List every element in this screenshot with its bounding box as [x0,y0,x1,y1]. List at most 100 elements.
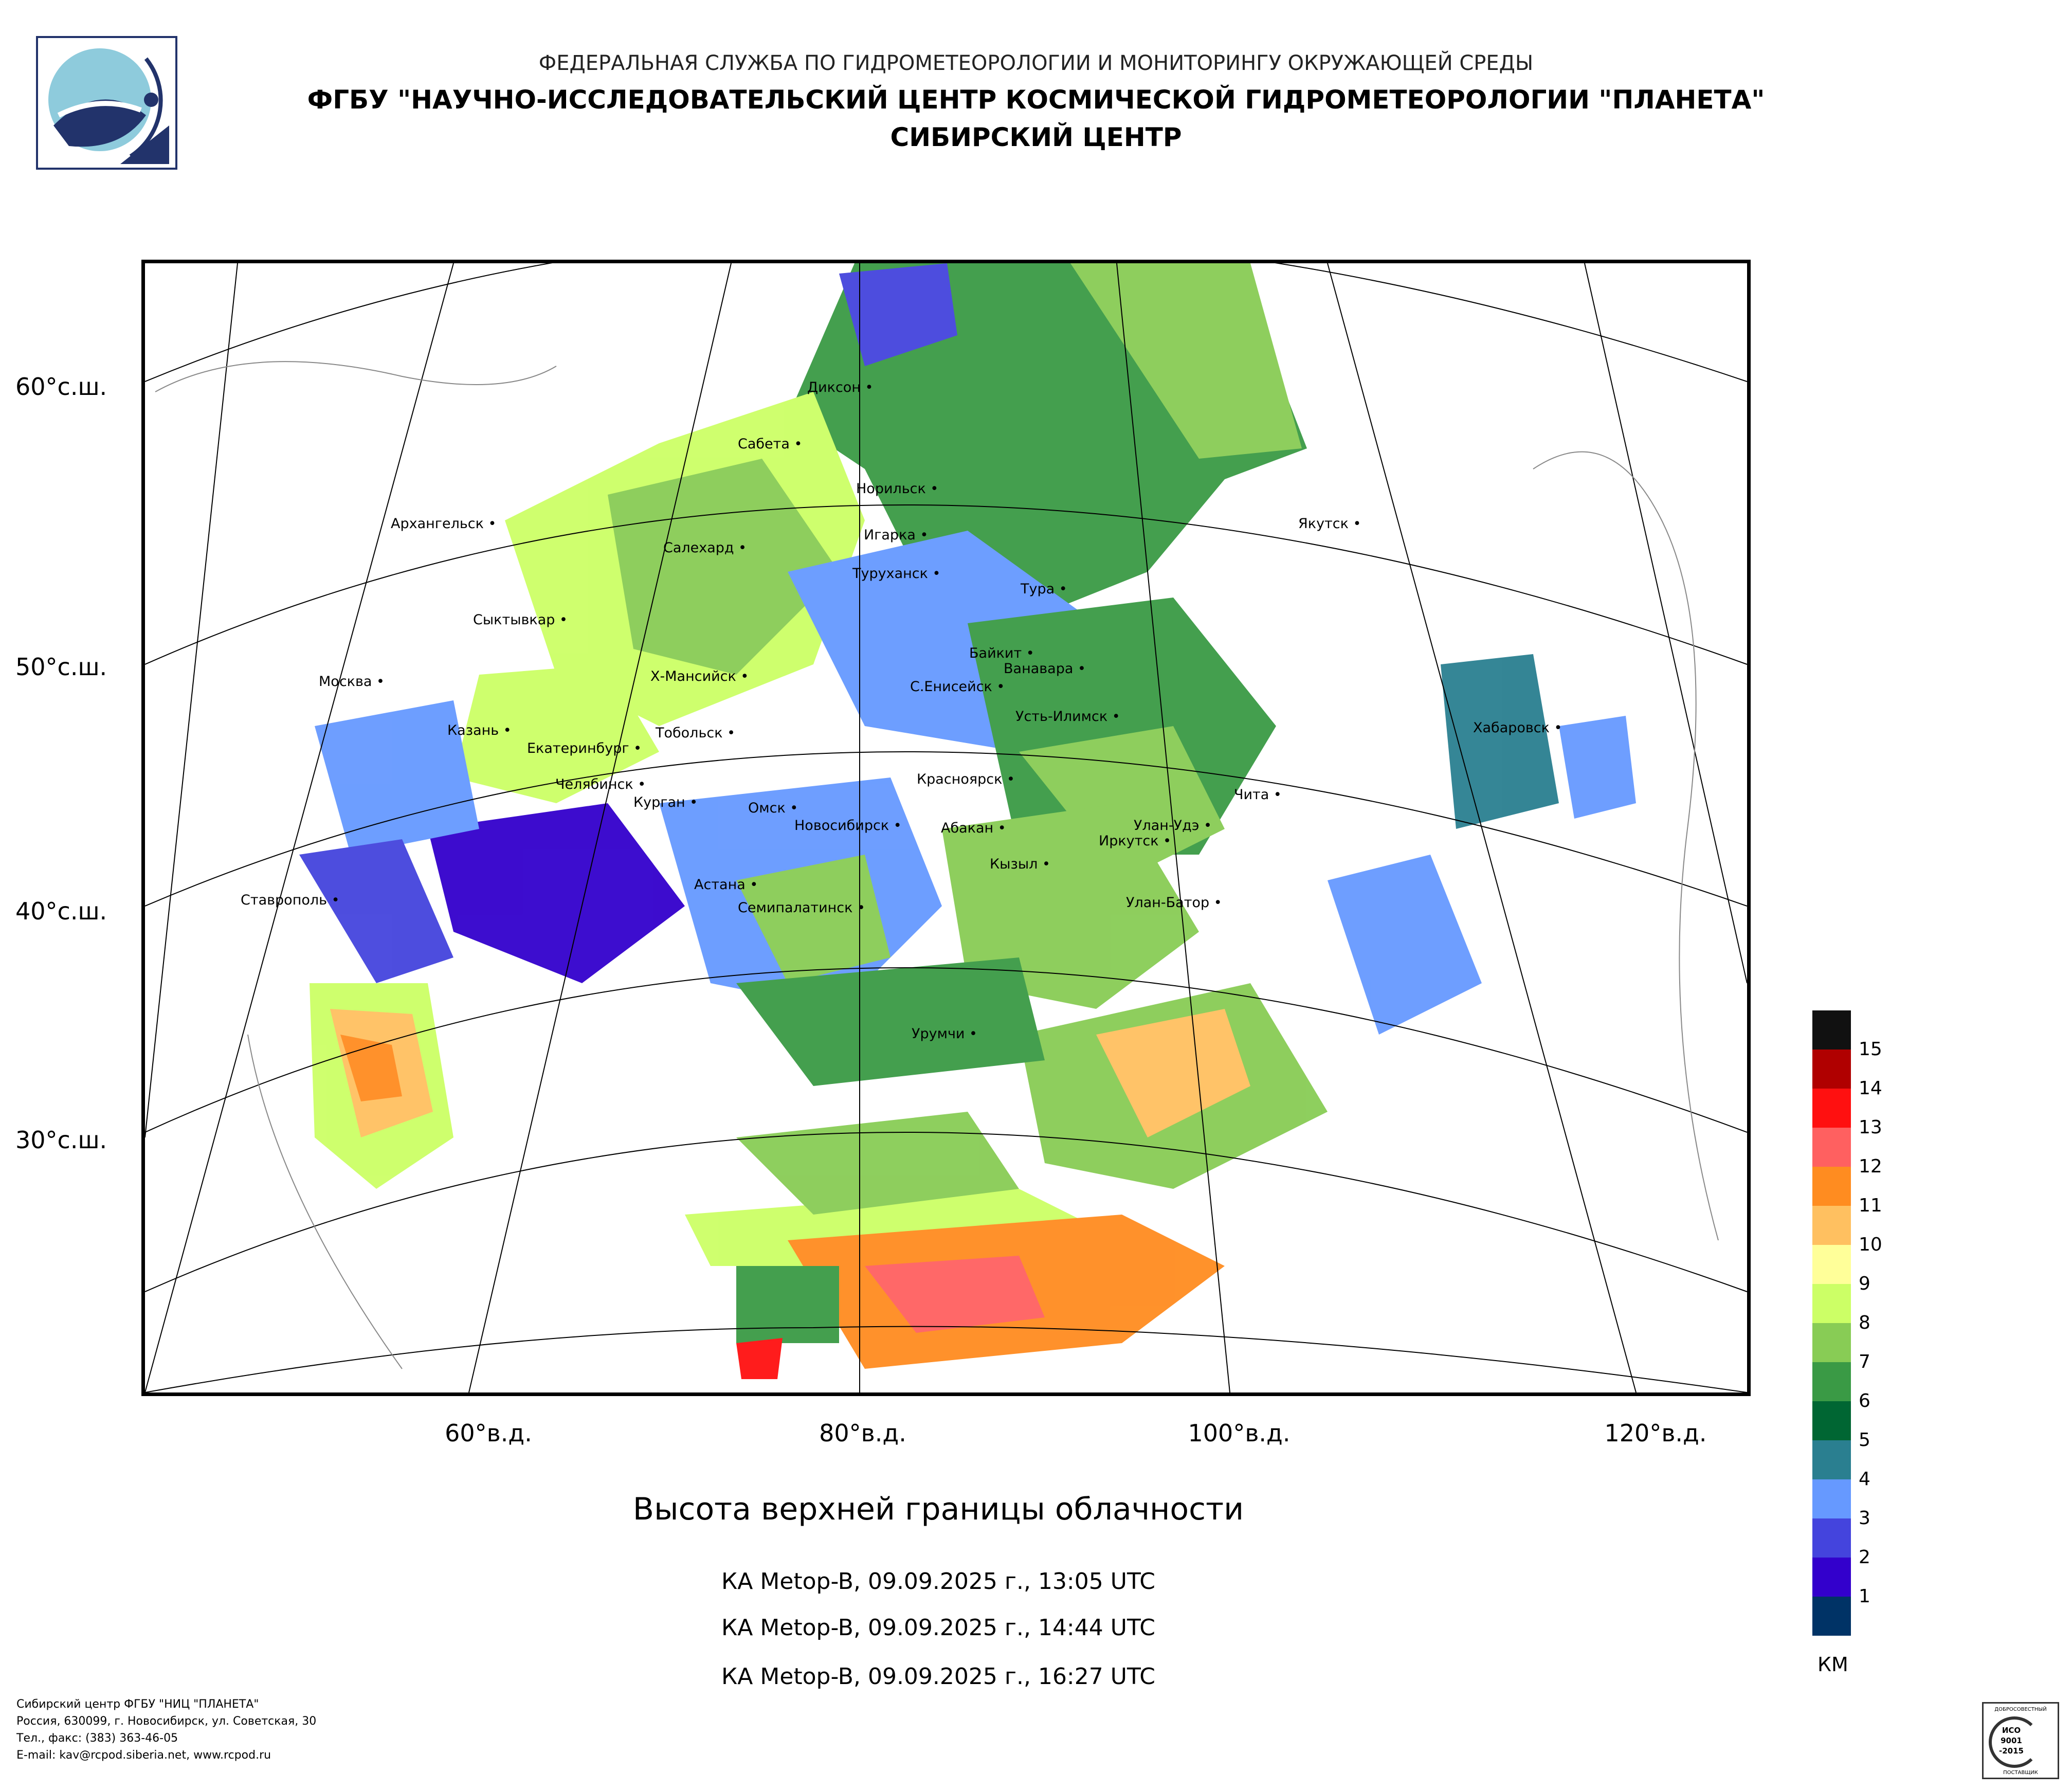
colorbar-level-label: 1 [1859,1586,1870,1607]
city-label: Х-Мансийск • [650,668,749,684]
colorbar-swatch [1812,1518,1851,1558]
city-label: Курган • [633,794,698,810]
footer-address: Россия, 630099, г. Новосибирск, ул. Сове… [16,1715,317,1728]
colorbar-level-label: 6 [1859,1390,1870,1412]
cloud-top-map [141,260,1751,1396]
colorbar-swatch [1812,1362,1851,1401]
colorbar-swatch [1812,1167,1851,1206]
colorbar-swatch [1812,1323,1851,1362]
city-label: Якутск • [1298,516,1361,532]
lat-label-40: 40°с.ш. [15,897,107,925]
satellite-pass-2: КА Metop-B, 09.09.2025 г., 14:44 UTC [721,1615,1155,1641]
satellite-pass-3: КА Metop-B, 09.09.2025 г., 16:27 UTC [721,1663,1155,1690]
city-label: Сыктывкар • [473,612,568,628]
colorbar-level-label: 14 [1859,1078,1882,1099]
city-label: Игарка • [864,527,929,543]
city-label: Омск • [748,800,798,816]
colorbar-level-label: 9 [1859,1273,1870,1294]
footer-org: Сибирский центр ФГБУ "НИЦ "ПЛАНЕТА" [16,1698,259,1711]
city-label: Казань • [447,722,512,738]
colorbar-swatch [1812,1010,1851,1050]
city-label: Тура • [1021,581,1067,597]
iso-c-mark [1989,1716,2040,1768]
city-label: Абакан • [941,820,1006,836]
footer-contacts: Сибирский центр ФГБУ "НИЦ "ПЛАНЕТА" Росс… [16,1696,316,1764]
lon-label-80: 80°в.д. [819,1419,906,1447]
colorbar-swatch [1812,1050,1851,1089]
lon-label-60: 60°в.д. [445,1419,532,1447]
city-label: Семипалатинск • [738,900,865,916]
city-label: Ванавара • [1004,661,1086,677]
city-label: Хабаровск • [1473,720,1562,736]
header-institute: ФГБУ "НАУЧНО-ИССЛЕДОВАТЕЛЬСКИЙ ЦЕНТР КОС… [307,85,1765,115]
product-title: Высота верхней границы облачности [632,1491,1244,1527]
graticule [145,263,1747,1392]
city-label: Байкит • [969,645,1034,661]
colorbar-swatch [1812,1558,1851,1597]
city-label: Екатеринбург • [527,740,642,756]
colorbar-level-label: 10 [1859,1234,1882,1255]
colorbar-swatch [1812,1089,1851,1128]
city-label: Тобольск • [656,725,736,741]
colorbar-swatch [1812,1245,1851,1284]
iso-badge-line3: -2015 [1999,1746,2024,1756]
colorbar-swatch [1812,1206,1851,1245]
map-canvas [145,263,1747,1392]
city-label: Улан-Удэ • [1134,818,1212,834]
cloud-field [299,263,1636,1379]
colorbar-level-label: 13 [1859,1117,1882,1138]
iso-certification-badge: ДОБРОСОВЕСТНЫЙ ИСО 9001 -2015 ПОСТАВЩИК [1982,1702,2059,1779]
colorbar-level-label: 4 [1859,1469,1870,1490]
colorbar-level-label: 15 [1859,1039,1882,1060]
footer-email: E-mail: kav@rcpod.siberia.net, www.rcpod… [16,1749,271,1762]
colorbar-swatch [1812,1440,1851,1479]
colorbar-legend [1812,1010,1851,1636]
city-label: Туруханск • [852,566,941,582]
city-label: Москва • [319,674,385,690]
city-label: Усть-Илимск • [1015,709,1120,725]
coastlines [155,361,1719,1369]
lat-label-60: 60°с.ш. [15,373,107,401]
colorbar-swatch [1812,1284,1851,1323]
header-agency: ФЕДЕРАЛЬНАЯ СЛУЖБА ПО ГИДРОМЕТЕОРОЛОГИИ … [538,51,1534,75]
iso-badge-bottom: ПОСТАВЩИК [2003,1770,2038,1776]
planeta-logo [36,36,177,170]
colorbar-swatch [1812,1401,1851,1440]
city-label: Ставрополь • [241,892,340,908]
colorbar-unit: КМ [1817,1653,1848,1676]
lon-label-120: 120°в.д. [1604,1419,1707,1447]
city-label: Новосибирск • [794,818,902,834]
colorbar-swatch [1812,1597,1851,1636]
city-label: Челябинск • [555,776,646,792]
city-label: Астана • [694,877,758,893]
city-label: Сабета • [738,436,803,452]
lat-label-30: 30°с.ш. [15,1126,107,1154]
city-label: Архангельск • [391,516,497,532]
lat-label-50: 50°с.ш. [15,653,107,681]
colorbar-level-label: 3 [1859,1508,1870,1529]
city-label: Кызыл • [990,856,1050,872]
city-label: Салехард • [663,540,747,556]
footer-phone: Тел., факс: (383) 363-46-05 [16,1732,178,1745]
city-label: С.Енисейск • [910,679,1005,695]
header-center: СИБИРСКИЙ ЦЕНТР [890,122,1182,152]
colorbar-level-label: 5 [1859,1430,1870,1451]
city-label: Иркутск • [1099,833,1172,849]
colorbar-swatch [1812,1128,1851,1167]
satellite-pass-1: КА Metop-B, 09.09.2025 г., 13:05 UTC [721,1568,1155,1595]
colorbar-level-label: 8 [1859,1312,1870,1333]
city-label: Чита • [1234,787,1282,803]
city-label: Красноярск • [917,771,1015,787]
colorbar-swatch [1812,1479,1851,1518]
colorbar-level-label: 7 [1859,1351,1870,1372]
iso-badge-line1: ИСО [2002,1726,2021,1735]
city-label: Улан-Батор • [1126,895,1222,911]
iso-badge-top: ДОБРОСОВЕСТНЫЙ [1994,1707,2047,1712]
city-label: Норильск • [856,481,939,497]
colorbar-level-label: 11 [1859,1195,1882,1216]
colorbar-level-label: 12 [1859,1156,1882,1177]
iso-badge-line2: 9001 [2001,1736,2022,1745]
lon-label-100: 100°в.д. [1188,1419,1291,1447]
city-label: Диксон • [807,379,874,395]
city-label: Урумчи • [912,1026,977,1042]
